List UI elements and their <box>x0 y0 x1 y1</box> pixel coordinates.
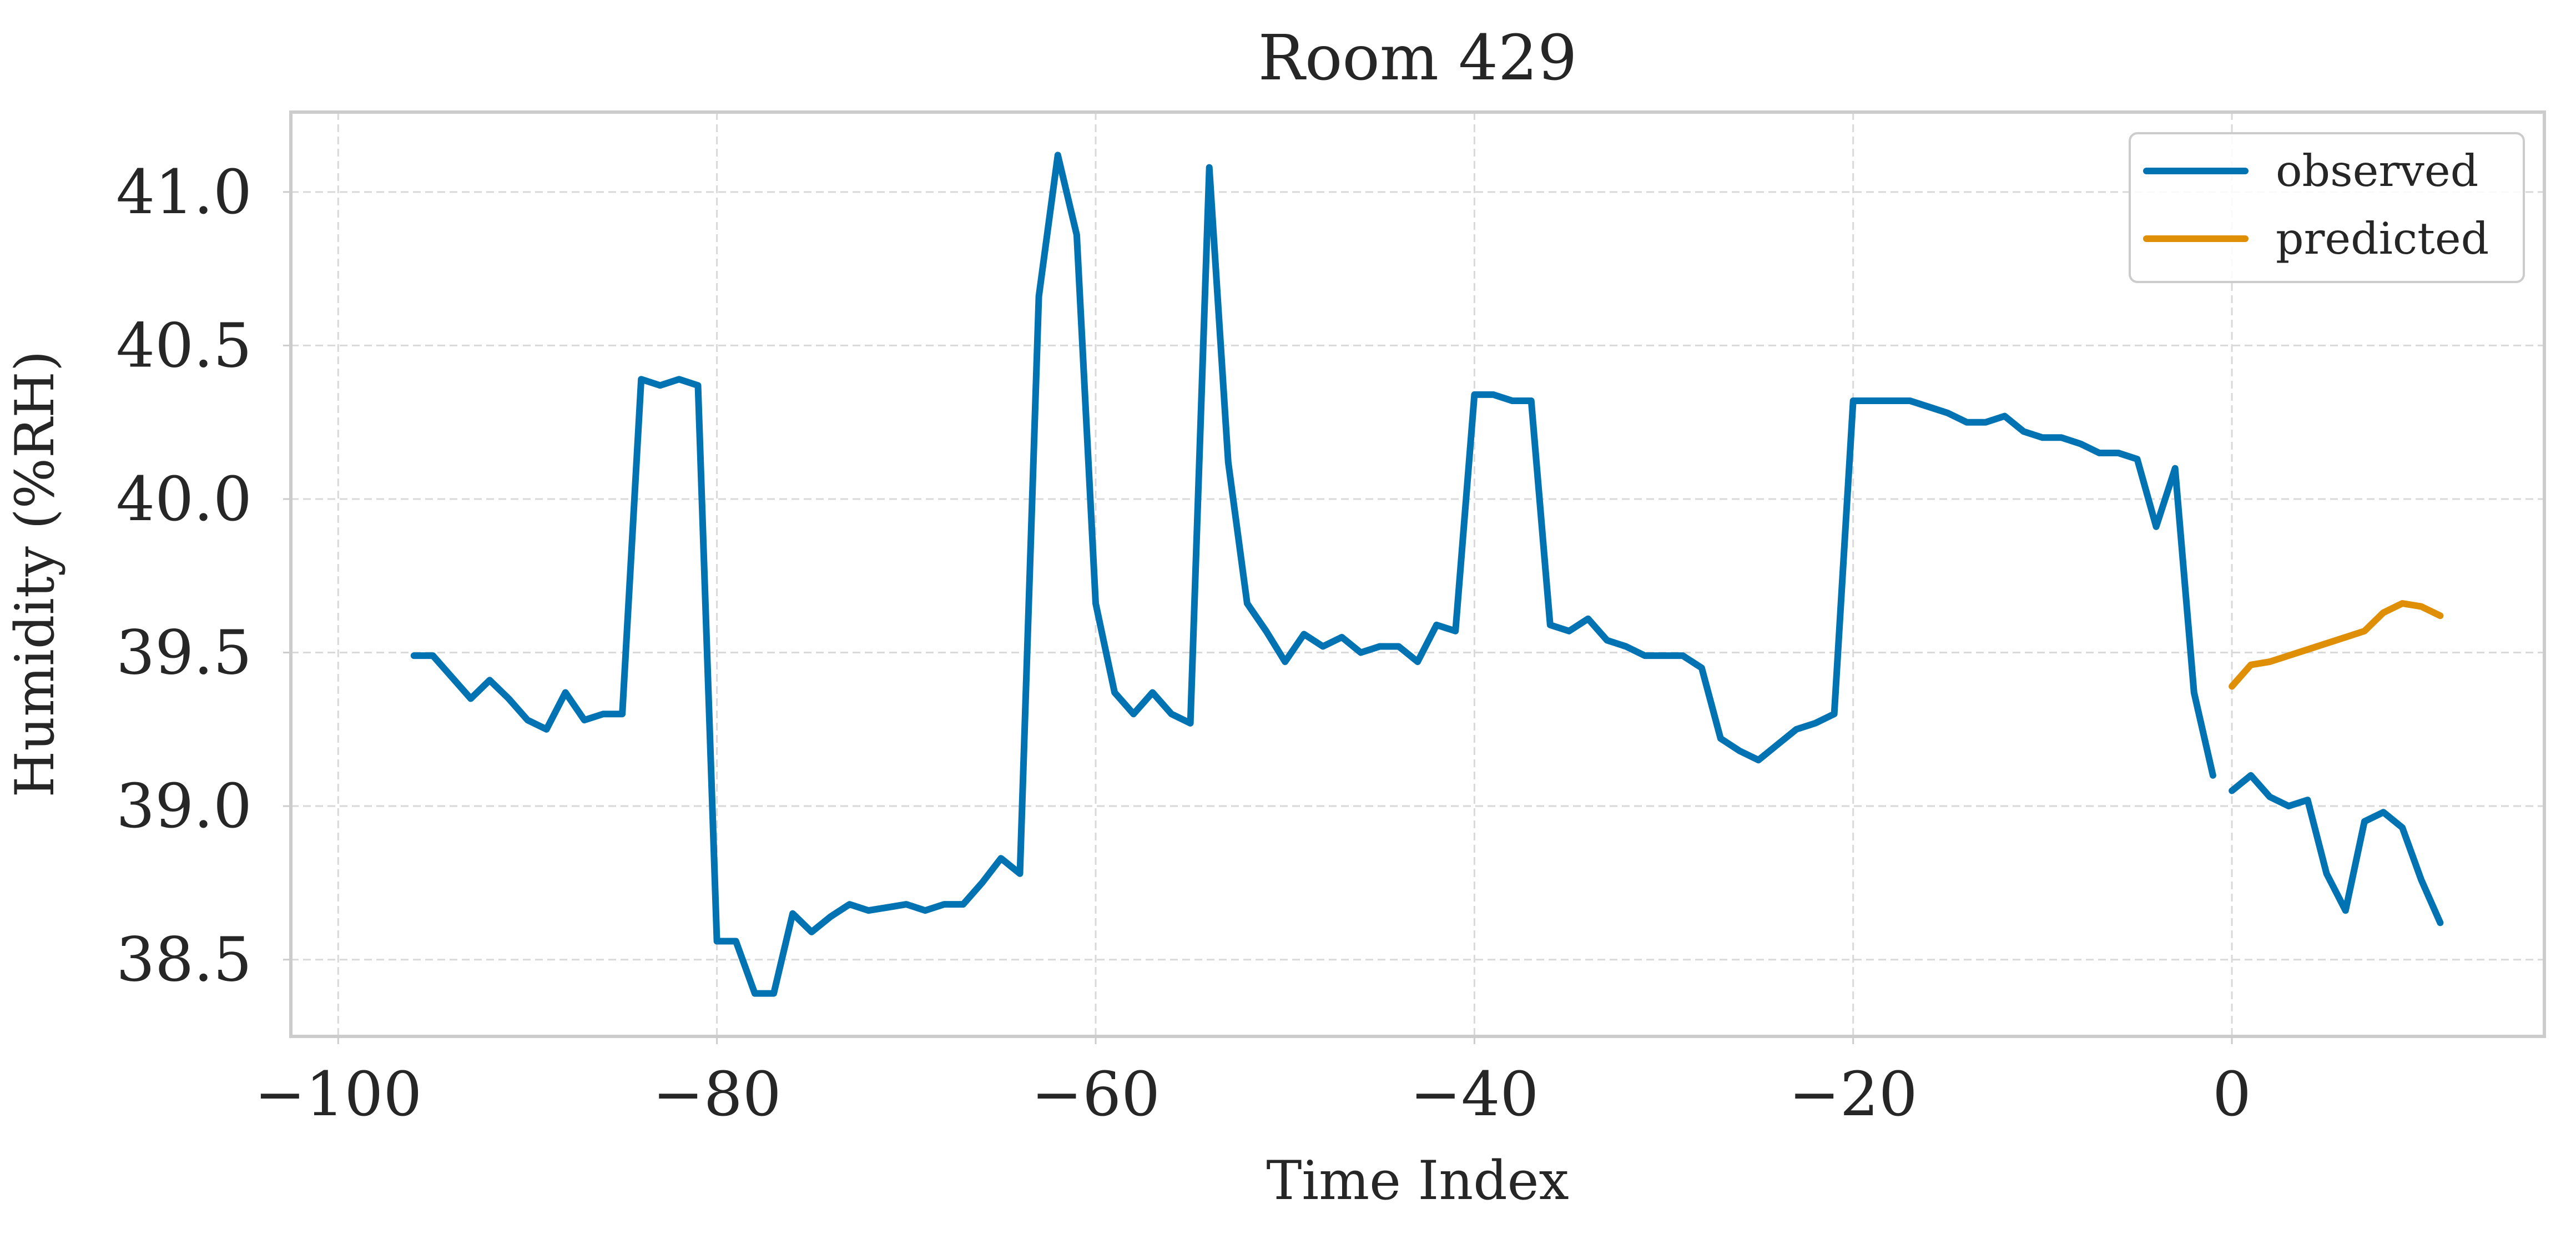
series-line-observed-1 <box>2229 772 2444 926</box>
legend-label-predicted: predicted <box>2276 213 2489 264</box>
grid <box>291 112 2544 1036</box>
x-tick-label: −20 <box>1789 1059 1918 1130</box>
y-tick-label: 38.5 <box>116 924 252 995</box>
series-line-predicted-0 <box>2229 600 2444 690</box>
series-line-observed-0 <box>410 152 2216 997</box>
x-tick-label: −40 <box>1410 1059 1539 1130</box>
series-lines <box>410 152 2444 997</box>
y-tick-label: 39.0 <box>116 770 252 842</box>
x-tick-label: −100 <box>254 1059 422 1130</box>
x-tick-label: −80 <box>653 1059 782 1130</box>
y-tick-label: 41.0 <box>116 157 252 228</box>
legend: observed predicted <box>2129 132 2525 283</box>
x-tick-label: 0 <box>2212 1059 2251 1130</box>
x-axis-label: Time Index <box>1266 1150 1569 1212</box>
y-axis-label: Humidity (%RH) <box>4 351 66 798</box>
y-tick-label: 40.0 <box>116 464 252 535</box>
legend-label-observed: observed <box>2276 145 2478 197</box>
y-tick-label: 39.5 <box>116 617 252 688</box>
y-tick-label: 40.5 <box>116 310 252 381</box>
plot-frame <box>289 110 2546 1038</box>
ticks: −100 −80 −60 −40 −20 0 38.5 39.0 39.5 40.0 40.5 41.… <box>116 157 2251 1130</box>
chart-title: Room 429 <box>1258 22 1577 94</box>
x-tick-label: −60 <box>1031 1059 1160 1130</box>
